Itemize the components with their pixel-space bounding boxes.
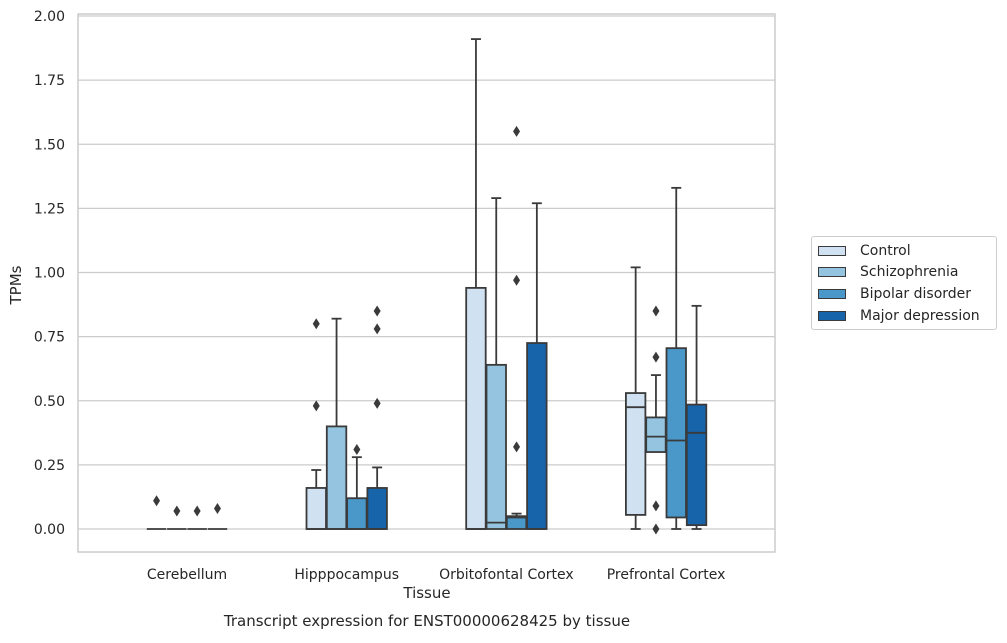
box-bipolar-disorder-1 [346,443,368,530]
box-layer [146,38,708,535]
outlier-point [652,500,660,512]
outlier-point [373,397,381,409]
y-axis-label: TPMs [7,265,25,305]
box-control-3 [625,266,647,530]
y-tick-label: 2.00 [34,9,65,25]
legend: Control Schizophrenia Bipolar disorder M… [811,236,997,330]
legend-item-major-depression: Major depression [818,306,980,326]
box-iqr [465,286,487,530]
box-iqr [685,403,708,527]
x-tick-labels: Cerebellum Hipppocampus Orbitofontal Corte… [147,567,726,583]
outlier-point [513,274,521,286]
outlier-point [373,323,381,335]
box-iqr [645,416,667,453]
outlier-point [513,441,521,453]
box-schizophrenia-2 [485,197,507,530]
box-iqr [526,342,548,530]
box-bipolar-disorder-3 [665,186,687,530]
outlier-point [513,125,521,137]
chart-title: Transcript expression for ENST0000062842… [223,612,630,630]
x-axis-label: Tissue [402,584,450,602]
outlier-point [213,502,221,514]
box-iqr [665,347,687,519]
box-major-depression-1 [366,305,388,530]
box-iqr [305,487,327,530]
outlier-point [193,505,201,517]
outlier-point [652,523,660,535]
box-iqr [325,425,348,530]
outlier-point [652,305,660,317]
outlier-point [173,505,181,517]
legend-swatch-major-depression [818,311,846,321]
legend-label-bipolar-disorder: Bipolar disorder [860,286,972,302]
y-tick-label: 0.75 [34,330,65,346]
legend-label-major-depression: Major depression [860,308,980,324]
x-tick-label: Prefrontal Cortex [607,567,726,583]
outlier-point [652,351,660,363]
legend-swatch-schizophrenia [818,267,846,277]
y-tick-label: 0.25 [34,458,65,474]
y-tick-label: 1.25 [34,201,65,217]
legend-label-control: Control [860,243,911,259]
outlier-point [373,305,381,317]
box-major-depression-2 [526,202,548,530]
outlier-point [312,400,320,412]
x-tick-label: Hipppocampus [294,567,399,583]
legend-item-schizophrenia: Schizophrenia [818,262,958,282]
box-iqr [346,497,368,530]
y-tick-label: 1.00 [34,266,65,282]
box-iqr [366,487,388,530]
y-tick-label: 1.75 [34,73,65,89]
box-major-depression-0 [207,502,228,530]
box-control-2 [465,38,487,530]
legend-label-schizophrenia: Schizophrenia [860,264,959,280]
x-tick-label: Cerebellum [147,567,227,583]
outlier-point [353,443,361,455]
y-tick-label: 0.50 [34,394,65,410]
box-iqr [625,392,647,516]
y-tick-label: 0.00 [34,522,65,538]
box-bipolar-disorder-2 [505,125,528,530]
legend-item-control: Control [818,241,911,261]
box-schizophrenia-1 [325,317,348,530]
box-schizophrenia-0 [167,505,187,530]
box-iqr [485,363,507,530]
box-control-0 [146,495,167,530]
outlier-point [153,495,161,507]
box-schizophrenia-3 [645,305,667,535]
box-major-depression-3 [685,304,708,530]
outlier-point [312,318,320,330]
plot-frame [77,13,776,553]
legend-swatch-control [818,246,846,256]
x-tick-label: Orbitofontal Cortex [439,567,574,583]
box-bipolar-disorder-0 [187,505,207,530]
box-control-1 [305,318,327,530]
y-tick-labels: 0.00 0.25 0.50 0.75 1.00 1.25 1.50 1.75 2.00 [34,9,65,538]
legend-swatch-bipolar-disorder [818,289,846,299]
legend-item-bipolar-disorder: Bipolar disorder [818,284,971,304]
y-tick-label: 1.50 [34,137,65,153]
grid-layer [78,15,775,530]
